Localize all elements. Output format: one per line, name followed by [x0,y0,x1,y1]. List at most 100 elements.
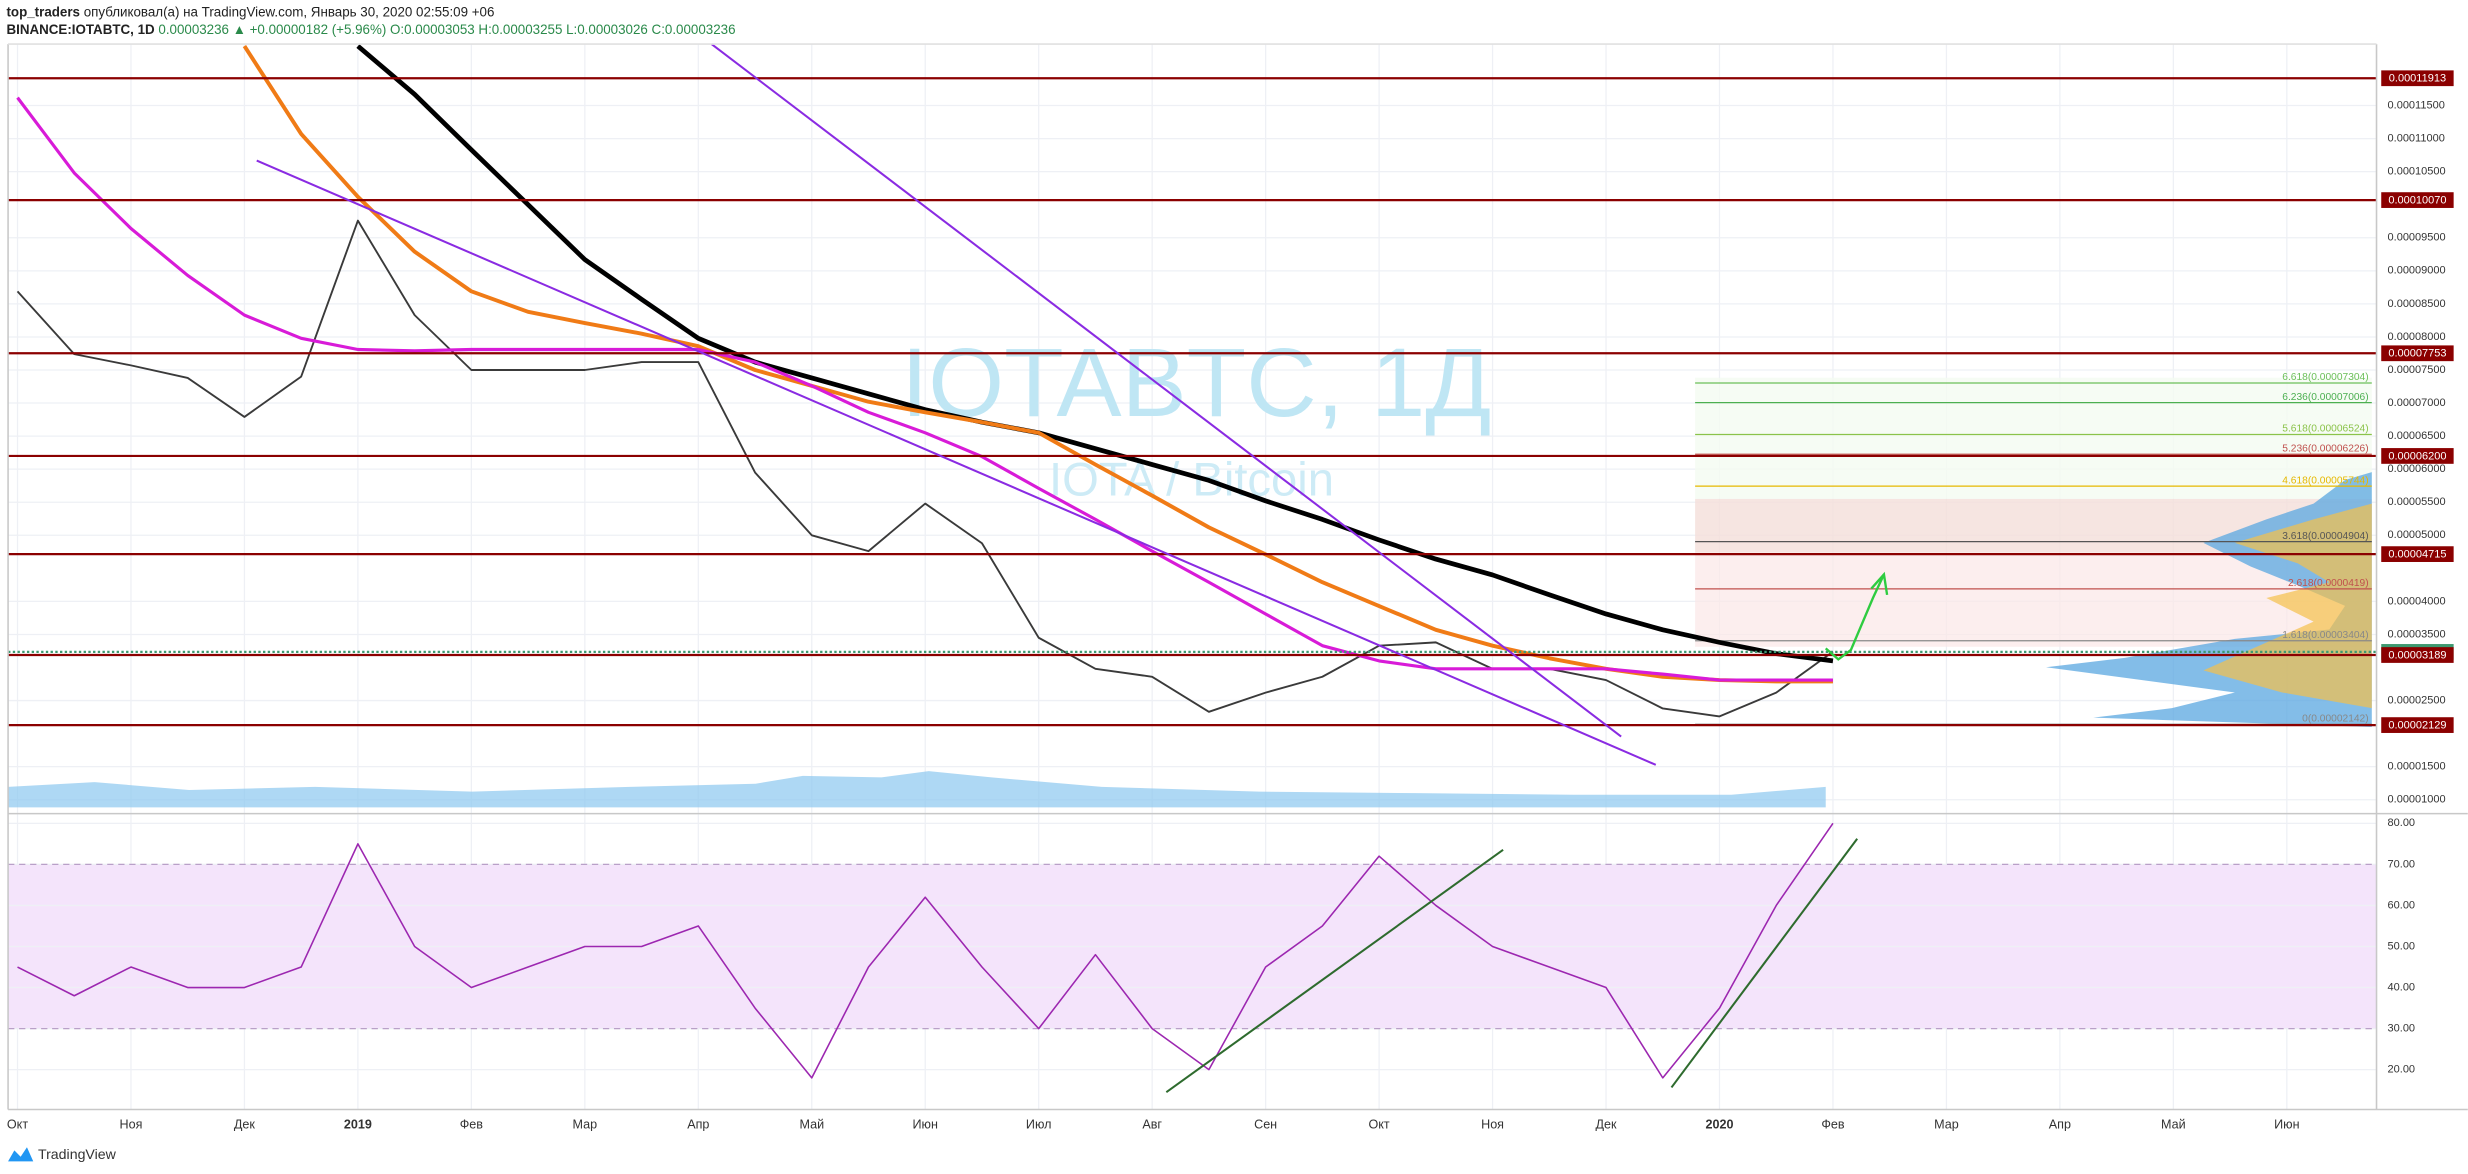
price-tag-label: 0.00002129 [2388,719,2446,731]
y-tick-label: 0.00008500 [2388,298,2446,310]
y-tick-label: 0.00009000 [2388,265,2446,277]
fib-label: 3.618(0.00004904) [2282,531,2368,542]
y-tick-label: 0.00005000 [2388,529,2446,541]
published: опубликовал(а) на TradingView.com, Январ… [84,4,495,19]
x-tick-label: Сен [1254,1118,1277,1132]
x-tick-label: Май [2161,1118,2186,1132]
trend-line [710,43,1622,738]
fib-zone [1695,377,2372,499]
y-tick-label: 60.00 [2388,899,2416,911]
y-tick-label: 30.00 [2388,1023,2416,1035]
price-tag [2381,448,2454,464]
trend-line [256,159,1657,766]
x-tick-label: 2020 [1706,1118,1734,1132]
fib-label: 1.618(0.00003404) [2282,630,2368,641]
x-tick-label: Авг [1142,1118,1162,1132]
y-tick-label: 0.00007500 [2388,364,2446,376]
watermark: IOTABTC, 1Д [901,328,1491,437]
open: O:0.00003053 [390,21,475,36]
series-line [17,822,1834,1079]
x-tick-label: Май [799,1118,824,1132]
price-tag-label: 0.00007753 [2388,348,2446,360]
y-tick-label: 0.00001000 [2388,794,2446,806]
forecast-arrow [1870,571,1889,596]
x-tick-label: Ноя [1481,1118,1504,1132]
series-line [242,44,1833,684]
x-tick-label: Фев [460,1118,484,1132]
last-price: 0.00003236 [158,21,229,36]
x-tick-label: Мар [573,1118,598,1132]
y-tick-label: 0.00010500 [2388,166,2446,178]
y-tick-label: 80.00 [2388,817,2416,829]
x-tick-label: Мар [1934,1118,1959,1132]
low: L:0.00003026 [566,21,648,36]
y-tick-label: 0.00001500 [2388,761,2446,773]
y-tick-label: 40.00 [2388,981,2416,993]
header-line: top_traders опубликовал(а) на TradingVie… [6,4,494,19]
y-tick-label: 0.00007000 [2388,397,2446,409]
fib-label: 6.236(0.00007006) [2282,392,2368,403]
y-tick-label: 0.00008000 [2388,331,2446,343]
symbol: BINANCE:IOTABTC, 1D [6,21,155,36]
fib-label: 0(0.00002142) [2302,713,2368,724]
fib-label: 5.236(0.00006226) [2282,443,2368,454]
price-tag [2381,192,2454,208]
header-line: BINANCE:IOTABTC, 1D 0.00003236 ▲ +0.0000… [6,21,735,36]
x-tick-label: Апр [2049,1118,2071,1132]
fib-label: 5.618(0.00006524) [2282,424,2368,435]
x-tick-label: Дек [234,1118,256,1132]
change: ▲ +0.00000182 (+5.96%) [233,21,387,36]
y-tick-label: 50.00 [2388,940,2416,952]
y-tick-label: 0.00006000 [2388,463,2446,475]
high: H:0.00003255 [478,21,562,36]
plot: 0.00001000 0.00001500 0.00002500 0.00003500… [7,44,2454,1132]
x-tick-label: Июн [2274,1118,2299,1132]
volume [8,771,1826,808]
fib-label: 4.618(0.00005744) [2282,475,2368,486]
price-tag [2381,546,2454,562]
y-tick-label: 0.00002500 [2388,694,2446,706]
x-tick-label: Ноя [120,1118,143,1132]
x-tick-label: Фев [1821,1118,1845,1132]
y-tick-label: 0.00011000 [2388,133,2445,145]
price-tag-label: 0.00010070 [2388,194,2446,206]
fib-label: 2.618(0.0000419) [2288,578,2369,589]
price-tag [2381,647,2454,663]
watermark-sub: IOTA / Bitcoin [1049,454,1334,507]
price-tag [2381,717,2454,733]
x-tick-label: Окт [7,1118,28,1132]
x-tick-label: Окт [1368,1118,1389,1132]
user: top_traders [6,4,80,19]
price-tag-label: 0.00011913 [2389,73,2446,85]
x-tick-label: Июл [1026,1118,1052,1132]
x-tick-label: 2019 [344,1118,372,1132]
price-tag-label: 0.00004715 [2388,549,2446,561]
y-tick-label: 0.00004000 [2388,595,2446,607]
trend-line [1165,848,1504,1093]
y-tick-label: 0.00005500 [2388,496,2446,508]
y-tick-label: 0.00006500 [2388,430,2446,442]
x-tick-label: Дек [1596,1118,1618,1132]
series-line [16,96,1833,682]
close: C:0.00003236 [652,21,736,36]
forecast-arrow [1824,573,1886,661]
price-tag [2381,345,2454,362]
y-tick-label: 0.00003500 [2388,628,2446,640]
y-tick-label: 0.00009500 [2388,232,2446,244]
price-tag [2381,70,2454,87]
logo [8,1147,34,1162]
fib-label: 6.618(0.00007304) [2282,372,2368,383]
trend-line [1670,838,1859,1089]
x-tick-label: Апр [687,1118,709,1132]
background: IOTABTC, 1Д IOTA / Bitcoin [8,44,2377,1110]
footer-brand: TradingView [38,1147,117,1163]
series-line [356,44,1834,664]
x-tick-label: Июн [913,1118,938,1132]
price-tag-label: 0.00003189 [2388,649,2446,661]
y-tick-label: 20.00 [2388,1064,2416,1076]
price-tag-label: 0.00006200 [2388,450,2446,462]
y-tick-label: 0.00011500 [2388,99,2445,111]
y-tick-label: 70.00 [2388,858,2416,870]
